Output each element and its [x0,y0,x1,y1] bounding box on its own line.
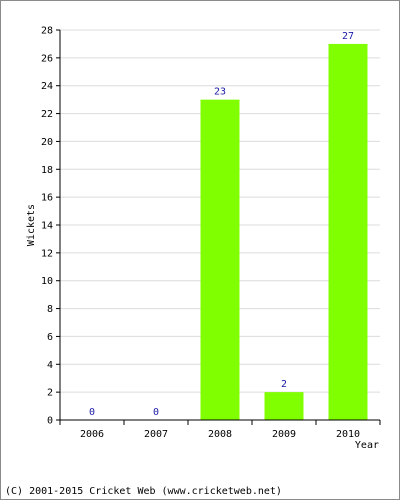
y-tick-label: 8 [47,304,53,315]
data-labels: 0 0 23 2 27 [89,31,354,418]
y-tick-label: 28 [41,26,53,37]
x-tick-label: 2009 [272,429,296,440]
y-tick-label: 12 [41,248,53,259]
y-tick-label: 10 [41,276,53,287]
bars [200,43,368,421]
y-tick-label: 26 [41,53,53,64]
x-ticks: 2006 2007 2008 2009 2010 [59,420,381,440]
y-tick-label: 22 [41,109,53,120]
bar-2010 [328,43,368,421]
y-axis-title: Wickets [26,204,37,246]
x-tick-label: 2008 [208,429,232,440]
data-label: 23 [214,87,226,98]
data-label: 27 [342,31,354,42]
bar-2008 [200,99,240,421]
copyright-footer: (C) 2001-2015 Cricket Web (www.cricketwe… [5,486,282,497]
y-tick-label: 14 [41,221,53,232]
data-label: 2 [281,379,287,390]
x-tick-label: 2010 [336,429,360,440]
y-tick-label: 20 [41,137,53,148]
y-tick-label: 2 [47,388,53,399]
data-label: 0 [89,407,95,418]
x-tick-label: 2007 [144,429,168,440]
bar-2009 [264,392,304,420]
y-tick-label: 6 [47,332,53,343]
y-tick-label: 4 [47,360,53,371]
y-tick-label: 24 [41,81,53,92]
y-tick-label: 18 [41,165,53,176]
x-tick-label: 2006 [80,429,104,440]
y-tick-label: 16 [41,193,53,204]
y-tick-label: 0 [47,416,53,427]
data-label: 0 [153,407,159,418]
x-axis-title: Year [355,440,379,451]
